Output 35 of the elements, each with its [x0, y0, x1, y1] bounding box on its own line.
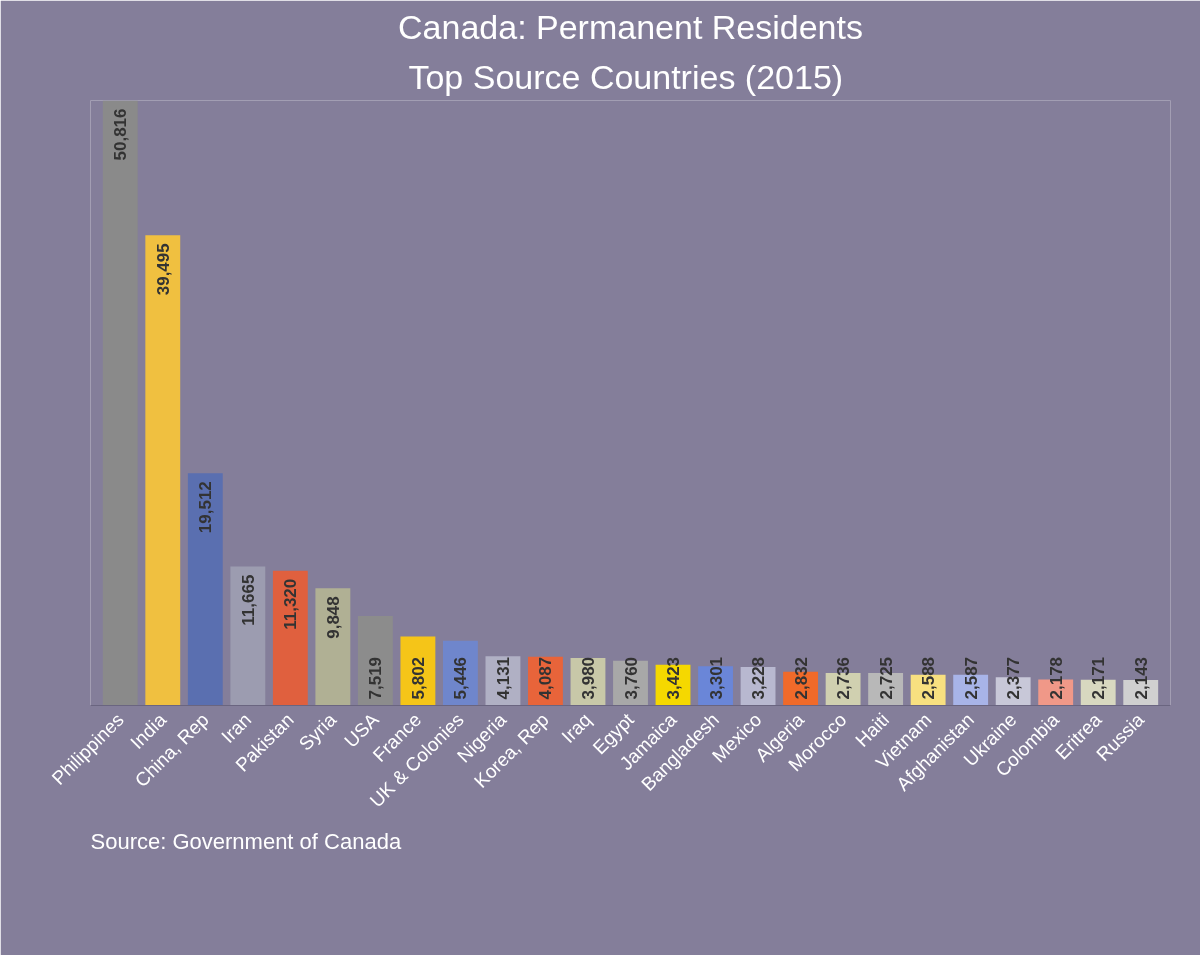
data-label: 11,665: [238, 574, 258, 626]
data-label: 19,512: [196, 481, 216, 534]
data-label: 2,171: [1089, 656, 1109, 700]
data-label: 11,320: [281, 578, 301, 630]
data-label: 5,446: [451, 656, 471, 700]
bar: [357, 615, 393, 706]
data-label: 2,143: [1131, 656, 1151, 700]
data-label: 2,178: [1046, 656, 1066, 700]
data-label: 4,087: [536, 656, 556, 700]
data-label: 7,519: [366, 656, 386, 700]
data-label: 2,377: [1004, 656, 1024, 700]
chart-subtitle: Top Source Countries (2015): [408, 57, 844, 96]
bar: [230, 566, 266, 706]
data-label: 9,848: [323, 596, 343, 639]
data-label: 3,760: [621, 656, 641, 700]
data-label: 2,588: [919, 656, 939, 700]
data-label: 2,736: [834, 656, 854, 700]
data-label: 3,301: [706, 656, 726, 700]
data-label: 5,802: [408, 656, 428, 700]
bar: [102, 100, 138, 706]
bar: [145, 235, 181, 706]
source-note: Source: Government of Canada: [90, 828, 402, 854]
data-label: 39,495: [153, 243, 173, 296]
data-label: 2,587: [961, 656, 981, 700]
bar: [315, 588, 351, 706]
data-label: 3,980: [578, 656, 598, 700]
data-label: 3,228: [749, 656, 769, 700]
bar: [187, 473, 223, 706]
data-label: 4,131: [493, 656, 513, 700]
chart-title: Canada: Permanent Residents: [398, 7, 863, 46]
data-label: 3,423: [664, 656, 684, 700]
data-label: 2,832: [791, 656, 811, 700]
data-label: 50,816: [111, 108, 131, 161]
data-label: 2,725: [876, 656, 896, 700]
bar: [272, 570, 308, 706]
